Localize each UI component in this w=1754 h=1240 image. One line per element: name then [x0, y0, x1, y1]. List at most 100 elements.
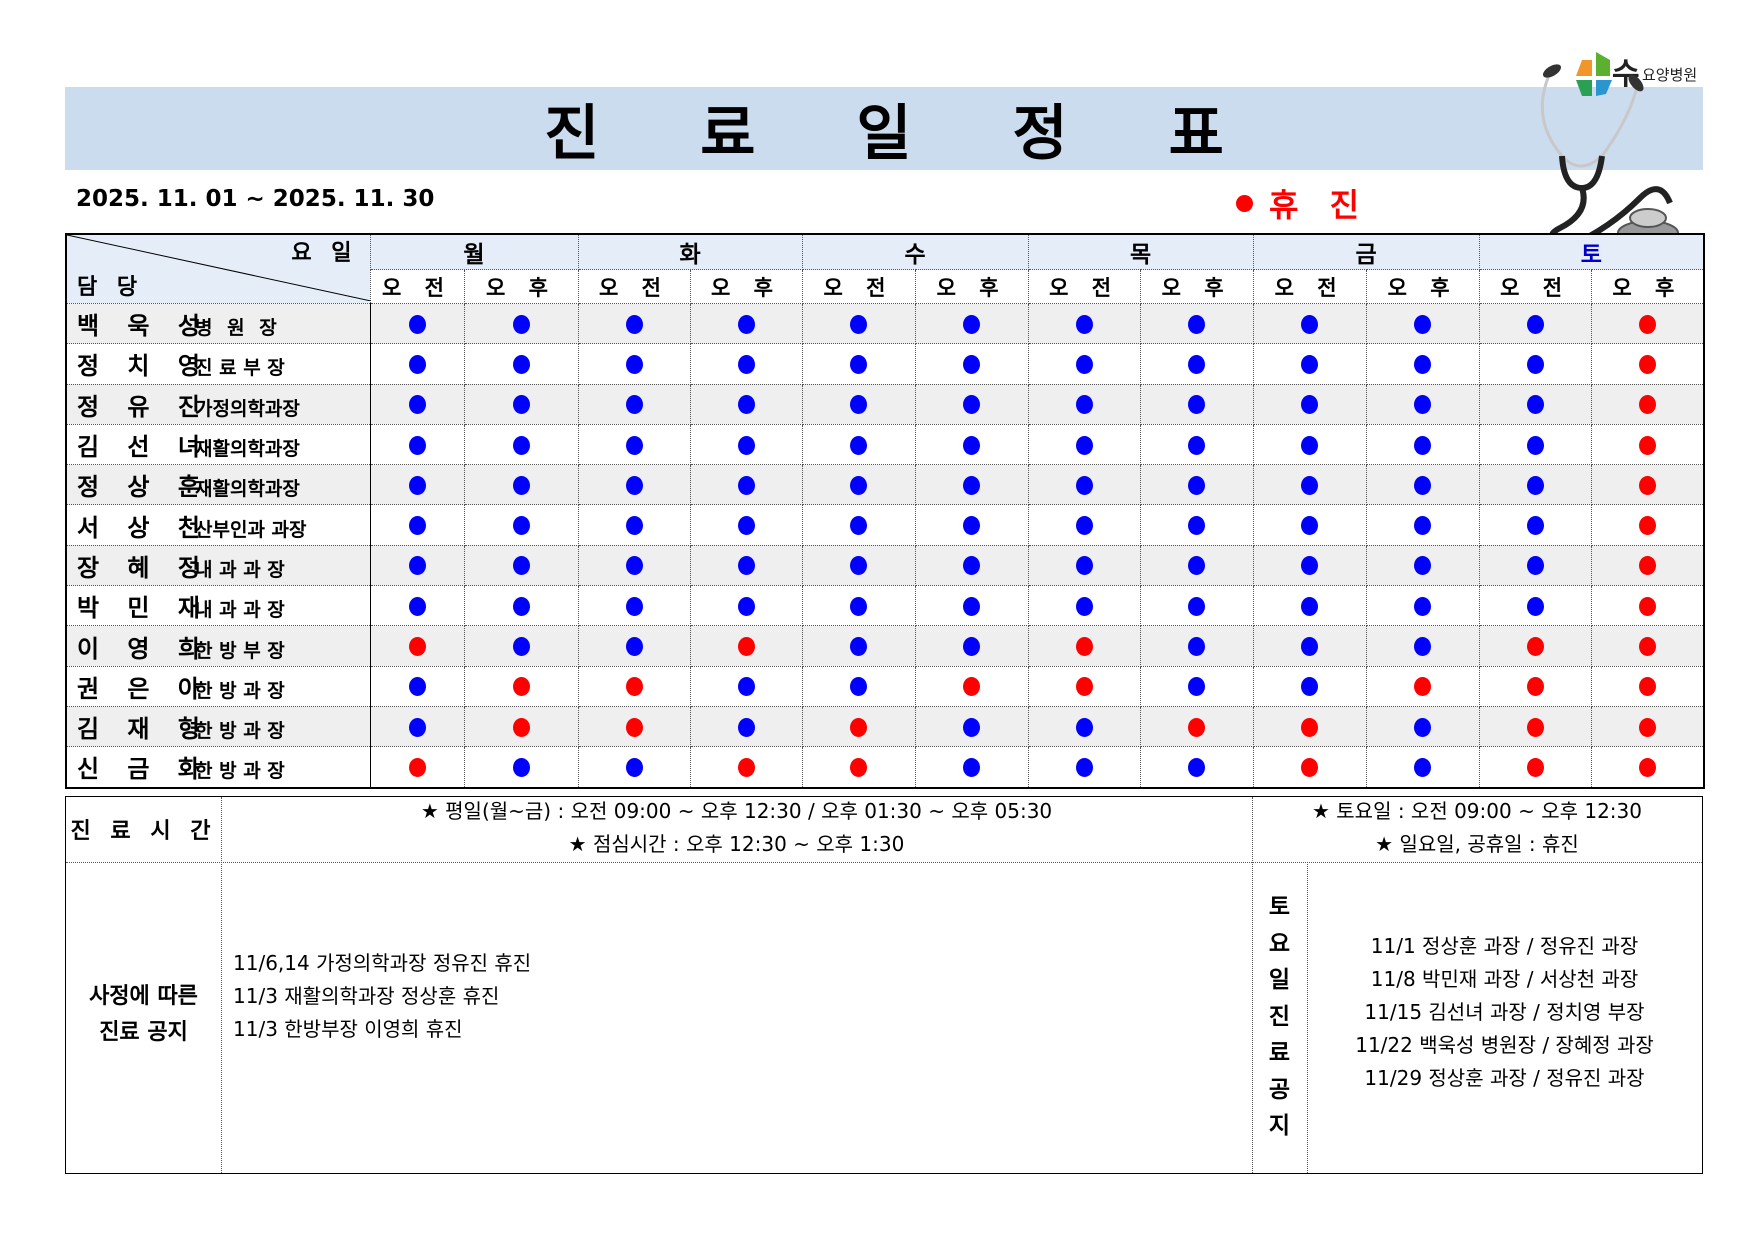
slot-cell: [801, 464, 916, 506]
divider: [221, 797, 222, 1173]
available-dot-icon: [850, 677, 868, 697]
slot-cell: [463, 383, 579, 425]
staff-name: 정 상 훈: [77, 473, 210, 502]
slot-cell: [914, 343, 1029, 385]
staff-name: 김 선 녀: [77, 433, 210, 462]
slot-cell: [463, 746, 579, 789]
available-dot-icon: [1414, 435, 1432, 455]
hours-weekday: ★ 평일(월~금) : 오전 09:00 ~ 오후 12:30 / 오후 01:…: [221, 795, 1252, 861]
slot-cell: [1590, 423, 1705, 466]
staff-cell: 이 영 희한 방 부 장: [65, 625, 371, 667]
slot-cell: [369, 746, 465, 789]
title-band: 진 료 일 정 표: [65, 87, 1703, 170]
slot-cell: [801, 746, 916, 789]
slot-cell: [1478, 746, 1592, 789]
table-row: 박 민 재내 과 과 장: [65, 585, 1705, 627]
slot-cell: [1139, 585, 1254, 627]
slot-cell: [1027, 585, 1141, 627]
schedule-period: 2025. 11. 01 ~ 2025. 11. 30: [76, 186, 435, 212]
available-dot-icon: [512, 757, 530, 777]
available-dot-icon: [737, 395, 755, 415]
info-box: 진 료 시 간 ★ 평일(월~금) : 오전 09:00 ~ 오후 12:30 …: [65, 796, 1703, 1174]
available-dot-icon: [1188, 354, 1206, 374]
available-dot-icon: [512, 435, 530, 455]
slot-cell: [1590, 383, 1705, 425]
day-header-wed: 수: [801, 233, 1029, 270]
available-dot-icon: [1075, 596, 1093, 616]
staff-cell: 서 상 천산부인과 과장: [65, 504, 371, 546]
closed-dot-icon: [512, 717, 530, 737]
available-dot-icon: [1414, 596, 1432, 616]
slot-cell: [577, 343, 691, 385]
available-dot-icon: [1075, 354, 1093, 374]
slot-cell: [1027, 625, 1141, 667]
notice-item: 11/3 한방부장 이영희 휴진: [233, 1017, 463, 1041]
available-dot-icon: [1414, 354, 1432, 374]
staff-rank: 한 방 과 장: [195, 720, 285, 743]
slot-cell: [801, 343, 916, 385]
slot-cell: [1478, 383, 1592, 425]
slot-cell: [577, 423, 691, 466]
available-dot-icon: [1075, 314, 1093, 334]
available-dot-icon: [1526, 475, 1544, 495]
slot-cell: [1139, 383, 1254, 425]
weekday-hours: ★ 평일(월~금) : 오전 09:00 ~ 오후 12:30 / 오후 01:…: [420, 799, 1053, 823]
available-dot-icon: [963, 435, 981, 455]
closed-dot-icon: [1638, 354, 1656, 374]
slot-cell: [914, 585, 1029, 627]
diagonal-divider: [67, 235, 371, 301]
slot-cell: [689, 544, 803, 587]
slot-cell: [577, 544, 691, 587]
slot-cell: [1478, 665, 1592, 707]
available-dot-icon: [1188, 314, 1206, 334]
closed-dot-icon: [1188, 717, 1206, 737]
closed-dot-icon: [1075, 637, 1093, 657]
slot-cell: [463, 343, 579, 385]
slot-cell: [1365, 464, 1480, 506]
slot-cell: [1590, 746, 1705, 789]
available-dot-icon: [408, 435, 426, 455]
slot-cell: [577, 464, 691, 506]
available-dot-icon: [625, 516, 643, 536]
available-dot-icon: [1414, 516, 1432, 536]
slot-cell: [1365, 665, 1480, 707]
slot-cell: [914, 464, 1029, 506]
available-dot-icon: [963, 556, 981, 576]
slot-cell: [1139, 423, 1254, 466]
slot-cell: [369, 625, 465, 667]
slot-cell: [1139, 665, 1254, 707]
available-dot-icon: [737, 596, 755, 616]
slot-cell: [1365, 544, 1480, 587]
staff-cell: 백 욱 성병 원 장: [65, 302, 371, 345]
slot-cell: [1252, 504, 1367, 546]
available-dot-icon: [850, 435, 868, 455]
staff-rank: 한 방 과 장: [195, 760, 285, 783]
slot-cell: [577, 705, 691, 748]
closed-dot-icon: [408, 757, 426, 777]
slot-cell: [1478, 625, 1592, 667]
available-dot-icon: [625, 395, 643, 415]
slot-cell: [914, 504, 1029, 546]
slot-cell: [577, 585, 691, 627]
staff-cell: 정 유 진가정의학과장: [65, 383, 371, 425]
available-dot-icon: [1188, 556, 1206, 576]
slot-cell: [1252, 343, 1367, 385]
saturday-notice-item: 11/29 정상훈 과장 / 정유진 과장: [1364, 1066, 1645, 1090]
saturday-label-char: 토: [1268, 894, 1291, 920]
available-dot-icon: [1075, 435, 1093, 455]
notice-label-line1: 사정에 따른: [89, 984, 198, 1009]
slot-cell: [463, 665, 579, 707]
available-dot-icon: [737, 314, 755, 334]
staff-rank: 진 료 부 장: [195, 357, 285, 380]
available-dot-icon: [1526, 354, 1544, 374]
available-dot-icon: [1188, 395, 1206, 415]
staff-name: 백 욱 성: [77, 312, 210, 341]
slot-cell: [1027, 544, 1141, 587]
slot-cell: [1027, 665, 1141, 707]
available-dot-icon: [625, 314, 643, 334]
staff-name: 권 은 아: [77, 674, 210, 703]
saturday-hours: ★ 토요일 : 오전 09:00 ~ 오후 12:30: [1311, 799, 1642, 823]
available-dot-icon: [850, 395, 868, 415]
available-dot-icon: [1414, 314, 1432, 334]
available-dot-icon: [963, 516, 981, 536]
